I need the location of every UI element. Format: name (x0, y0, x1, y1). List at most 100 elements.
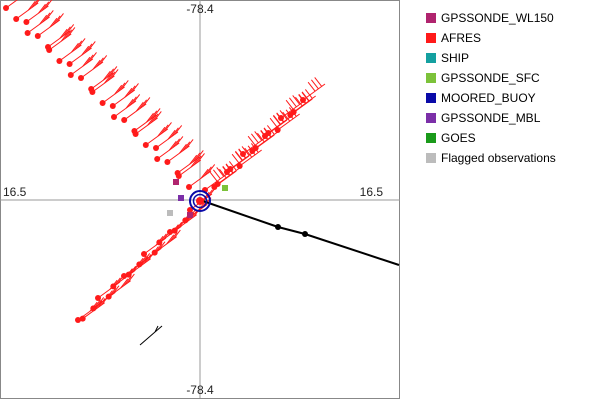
wind-barb-feather (207, 164, 216, 174)
wind-barb-staff (155, 131, 179, 149)
storm-track-point (275, 224, 281, 230)
wind-barb (155, 125, 183, 149)
wind-barb-feather (254, 131, 263, 141)
wind-barb-feather (209, 171, 218, 182)
wind-barb-feather (117, 82, 126, 93)
legend-item-ship[interactable]: SHIP (426, 48, 598, 68)
wind-barb-feather (311, 79, 319, 90)
legend-swatch-gpssonde-sfc (426, 73, 436, 83)
wind-barb-feather (44, 0, 53, 9)
legend-swatch-moored-buoy (426, 93, 436, 103)
wind-barb-staff (27, 16, 50, 34)
wind-barb-feather (204, 166, 212, 177)
wind-barb-feather (153, 111, 162, 121)
wind-barb-feather (192, 152, 201, 163)
wind-barb (15, 0, 40, 20)
wind-barb-feather (96, 297, 105, 307)
wind-barb-feather (59, 28, 68, 39)
wind-barb-feather (124, 87, 133, 98)
wind-barb-staff (69, 47, 92, 65)
wind-barb-feather (84, 43, 93, 54)
afres-observation-marker (240, 151, 246, 157)
wind-barb-feather (192, 207, 201, 218)
afres-observation-marker (136, 261, 143, 268)
wind-barb-feather (60, 31, 69, 42)
wind-barb-feather (182, 141, 191, 152)
wind-barb-staff (47, 30, 71, 48)
wind-barb-feather (135, 101, 144, 112)
legend-item-goes[interactable]: GOES (426, 128, 598, 148)
wind-barb-feather (34, 0, 40, 6)
wind-barb-feather (87, 41, 96, 51)
legend-label: MOORED_BUOY (441, 91, 536, 105)
afres-observation-marker (78, 75, 84, 81)
legend-item-flagged-observations[interactable]: Flagged observations (426, 148, 598, 168)
legend-item-afres[interactable]: AFRES (426, 28, 598, 48)
legend-item-gpssonde-mbl[interactable]: GPSSONDE_MBL (426, 108, 598, 128)
afres-observation-marker (34, 33, 41, 39)
wind-barb-staff (80, 61, 104, 79)
wind-barb-feather (102, 70, 111, 81)
axis-label-right: 16.5 (360, 185, 384, 199)
observation-marker-layer (3, 5, 306, 323)
wind-barb (123, 97, 151, 121)
afres-observation-marker (141, 251, 147, 257)
legend-label: GPSSONDE_MBL (441, 111, 541, 125)
afres-observation-marker (56, 58, 63, 64)
lone-wind-barb (139, 325, 163, 346)
wind-barb-staff (90, 72, 114, 90)
wind-barb-feather (123, 276, 132, 286)
afres-observation-marker (175, 173, 182, 179)
wind-barb-feather (139, 99, 147, 110)
afres-observation-marker (110, 283, 117, 290)
axis-label-top: -78.4 (186, 2, 214, 16)
wind-barb (145, 122, 172, 146)
wind-barb-staff (167, 145, 190, 163)
afres-observation-marker (154, 156, 161, 162)
wind-barb-feather (241, 146, 250, 156)
wind-barb-staff (112, 89, 136, 107)
legend-swatch-gpssonde-wl150 (426, 13, 436, 23)
legend-item-moored-buoy[interactable]: MOORED_BUOY (426, 88, 598, 108)
wind-barb-staff (145, 128, 169, 146)
wind-barb-feather (99, 55, 108, 65)
wind-barb-feather (168, 140, 177, 151)
wind-barb-feather (39, 14, 48, 25)
wind-barb (5, 0, 18, 9)
wind-barb-feather (56, 13, 64, 23)
storm-center-ring (189, 190, 211, 212)
wind-barb-feather (81, 45, 90, 56)
wind-barb (178, 153, 205, 177)
gpssonde-mbl-marker (178, 195, 184, 201)
wind-barb-feather (175, 136, 184, 146)
wind-barb (59, 38, 86, 62)
wind-barb-feather (114, 84, 123, 95)
wind-barb (26, 0, 53, 23)
wind-barb-staff (143, 237, 167, 255)
afres-observation-marker (121, 273, 127, 279)
wind-barb-staff (15, 2, 39, 20)
wind-barb-feather (257, 132, 265, 143)
wind-barb-staff (92, 75, 115, 93)
legend-item-gpssonde-wl150[interactable]: GPSSONDE_WL150 (426, 8, 598, 28)
legend-label: GPSSONDE_SFC (441, 71, 540, 85)
afres-observation-marker (214, 181, 221, 187)
wind-barb-feather (97, 298, 106, 308)
wind-barb-feather (142, 253, 151, 263)
legend-item-gpssonde-sfc[interactable]: GPSSONDE_SFC (426, 68, 598, 88)
wind-barb-feather (273, 114, 281, 125)
afres-observation-marker (79, 315, 86, 322)
afres-observation-marker (153, 145, 159, 151)
legend-swatch-goes (426, 133, 436, 143)
afres-observation-marker (13, 16, 20, 22)
wind-barb (113, 94, 141, 118)
afres-observation-marker (182, 217, 189, 224)
afres-observation-marker (95, 295, 101, 301)
wind-barb (188, 164, 216, 188)
afres-observation-marker (99, 100, 106, 106)
afres-observation-marker (125, 271, 132, 278)
afres-observation-marker (300, 97, 306, 103)
legend-label: SHIP (441, 51, 470, 65)
wind-barb (112, 83, 139, 107)
afres-observation-marker (186, 184, 192, 190)
